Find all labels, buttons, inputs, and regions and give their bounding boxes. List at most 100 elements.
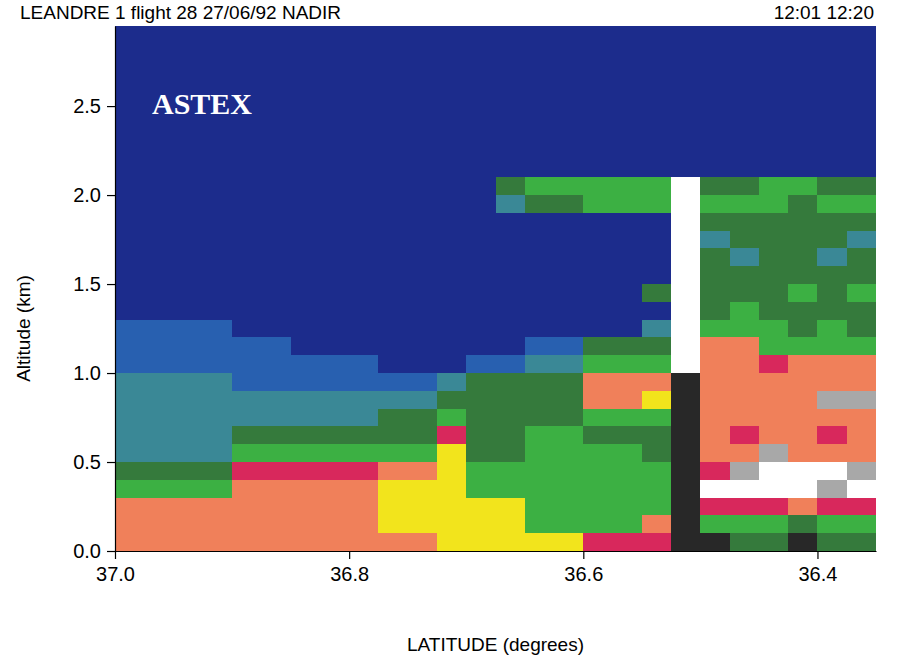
heat-cell [408, 337, 438, 355]
heat-cell [788, 479, 818, 497]
heat-cell [613, 301, 643, 319]
heat-cell [525, 34, 555, 52]
heat-cell [525, 123, 555, 141]
tick: 37.0 [96, 551, 135, 585]
heat-cell [349, 195, 379, 213]
heat-cell [349, 301, 379, 319]
heat-cell [378, 34, 408, 52]
heat-cell [700, 390, 730, 408]
heat-cell [115, 26, 145, 35]
heat-cell [642, 52, 672, 70]
heat-cell [261, 159, 291, 177]
heat-cell [261, 462, 291, 480]
heat-cell [730, 426, 760, 444]
heat-cell [408, 230, 438, 248]
heat-cell [525, 408, 555, 426]
heat-cell [466, 26, 496, 35]
heat-cell [847, 26, 876, 35]
heat-cell [378, 248, 408, 266]
heat-cell [847, 408, 876, 426]
heat-cell [466, 497, 496, 515]
heat-cell [671, 390, 701, 408]
heat-cell [115, 462, 145, 480]
heat-cell [788, 426, 818, 444]
heat-cell [437, 373, 467, 391]
heat-cell [496, 230, 526, 248]
heat-cell [583, 159, 613, 177]
heat-cell [349, 355, 379, 373]
heat-cell [174, 444, 204, 462]
heat-cell [759, 141, 789, 159]
heat-cell [408, 212, 438, 230]
heat-cell [700, 373, 730, 391]
heat-cell [642, 444, 672, 462]
heat-cell [759, 497, 789, 515]
heat-cell [554, 408, 584, 426]
heat-cell [847, 301, 876, 319]
heat-cell [232, 70, 262, 88]
heat-cell [671, 123, 701, 141]
heat-cell [730, 497, 760, 515]
heat-cell [730, 248, 760, 266]
heat-cell [144, 52, 174, 70]
heat-cell [554, 284, 584, 302]
heat-cell [232, 533, 262, 551]
heat-cell [349, 462, 379, 480]
heat-cell [583, 533, 613, 551]
heat-cell [525, 266, 555, 284]
heat-cell [203, 337, 233, 355]
heat-cell [378, 301, 408, 319]
heat-cell [642, 426, 672, 444]
heat-cell [378, 355, 408, 373]
heat-cell [671, 266, 701, 284]
heat-cell [788, 373, 818, 391]
heat-cell [115, 408, 145, 426]
heat-cell [788, 195, 818, 213]
heat-cell [730, 301, 760, 319]
heat-cell [437, 319, 467, 337]
heat-cell [320, 319, 350, 337]
heat-cell [671, 26, 701, 35]
heat-cell [261, 408, 291, 426]
heat-cell [788, 337, 818, 355]
heat-cell [642, 230, 672, 248]
heat-cell [817, 497, 847, 515]
heat-cell [466, 426, 496, 444]
heat-cell [378, 195, 408, 213]
heat-cell [174, 533, 204, 551]
heat-cell [525, 479, 555, 497]
heat-cell [349, 426, 379, 444]
heat-cell [759, 52, 789, 70]
heat-cell [115, 106, 145, 124]
heat-cell [847, 444, 876, 462]
heat-cell [759, 88, 789, 106]
heat-cell [349, 479, 379, 497]
heat-cell [554, 248, 584, 266]
heat-cell [408, 52, 438, 70]
heat-cell [642, 515, 672, 533]
heat-cell [320, 266, 350, 284]
heat-cell [496, 390, 526, 408]
heat-cell [408, 195, 438, 213]
heat-cell [349, 106, 379, 124]
heat-cell [291, 141, 321, 159]
heat-cell [261, 34, 291, 52]
heat-cell [408, 26, 438, 35]
heat-cell [613, 248, 643, 266]
heat-cell [759, 426, 789, 444]
heat-cell [613, 159, 643, 177]
heat-cell [759, 319, 789, 337]
heat-cell [174, 70, 204, 88]
heat-cell [759, 230, 789, 248]
heat-cell [847, 462, 876, 480]
heat-cell [466, 479, 496, 497]
heat-cell [437, 355, 467, 373]
heat-cell [320, 141, 350, 159]
heat-cell [408, 248, 438, 266]
heat-cell [261, 266, 291, 284]
heat-cell [203, 212, 233, 230]
heat-cell [203, 159, 233, 177]
tick: 1.5 [73, 273, 115, 295]
heat-cell [583, 123, 613, 141]
heat-cell [174, 355, 204, 373]
